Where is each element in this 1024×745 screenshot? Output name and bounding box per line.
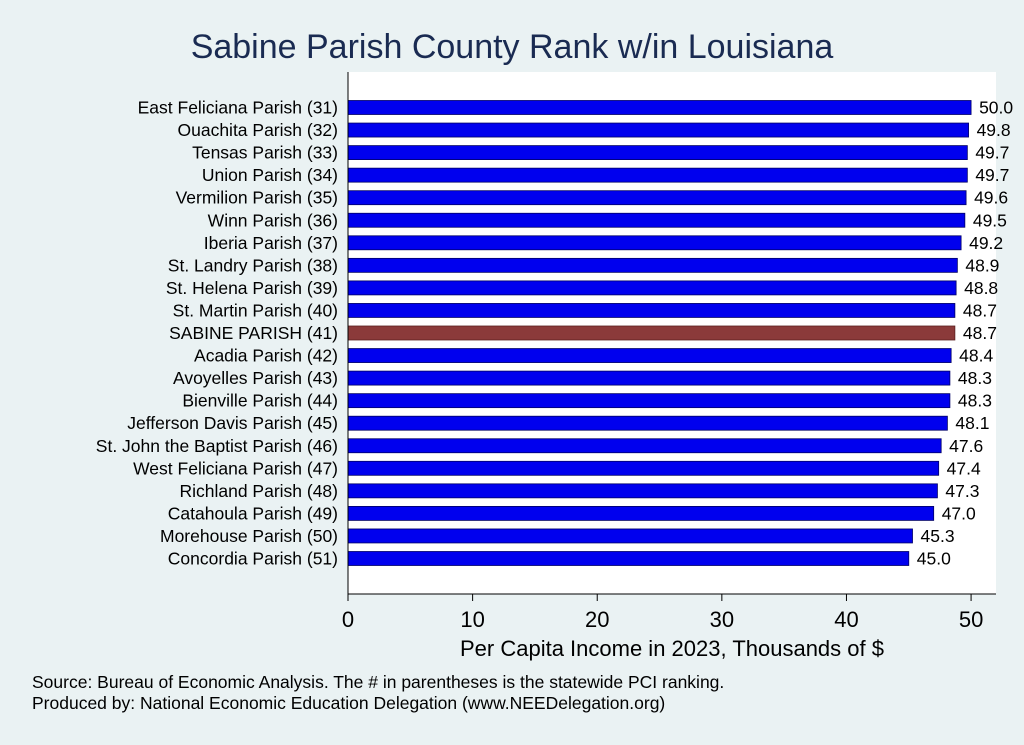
bar-19 bbox=[347, 528, 913, 544]
bar-9 bbox=[347, 303, 956, 318]
category-label-4: Vermilion Parish (35) bbox=[176, 188, 338, 208]
bar-3 bbox=[347, 167, 968, 183]
value-label-9: 48.7 bbox=[963, 300, 997, 320]
value-label-4: 49.6 bbox=[974, 188, 1008, 208]
bar-1 bbox=[347, 122, 969, 138]
bar-11 bbox=[347, 348, 952, 363]
bar-20 bbox=[347, 551, 910, 566]
chart-notes: Source: Bureau of Economic Analysis. The… bbox=[32, 672, 724, 714]
x-tick-label-3: 30 bbox=[710, 607, 734, 632]
category-label-5: Winn Parish (36) bbox=[208, 210, 338, 230]
category-label-12: Avoyelles Parish (43) bbox=[173, 368, 338, 388]
category-label-19: Morehouse Parish (50) bbox=[160, 526, 338, 546]
value-label-13: 48.3 bbox=[958, 391, 992, 411]
bar-8 bbox=[347, 280, 957, 296]
bar-12 bbox=[347, 370, 951, 386]
category-label-10: SABINE PARISH (41) bbox=[169, 323, 338, 343]
category-label-16: West Feliciana Parish (47) bbox=[133, 458, 338, 478]
value-label-15: 47.6 bbox=[949, 436, 983, 456]
bar-14 bbox=[347, 415, 948, 431]
category-label-18: Catahoula Parish (49) bbox=[168, 503, 338, 523]
value-label-8: 48.8 bbox=[964, 278, 998, 298]
x-tick-label-5: 50 bbox=[959, 607, 983, 632]
x-tick-label-1: 10 bbox=[460, 607, 484, 632]
value-label-2: 49.7 bbox=[975, 143, 1009, 163]
category-label-2: Tensas Parish (33) bbox=[192, 143, 338, 163]
category-label-14: Jefferson Davis Parish (45) bbox=[127, 413, 338, 433]
produced-by-note: Produced by: National Economic Education… bbox=[32, 693, 666, 713]
bar-4 bbox=[347, 190, 967, 206]
bar-7 bbox=[347, 257, 958, 273]
labels-layer: East Feliciana Parish (31) 50.0 Ouachita P… bbox=[96, 98, 1014, 569]
bar-2 bbox=[347, 145, 968, 161]
value-label-19: 45.3 bbox=[921, 526, 955, 546]
category-label-15: St. John the Baptist Parish (46) bbox=[96, 436, 338, 456]
value-label-17: 47.3 bbox=[945, 481, 979, 501]
bar-5 bbox=[347, 212, 966, 228]
category-label-8: St. Helena Parish (39) bbox=[166, 278, 338, 298]
category-label-17: Richland Parish (48) bbox=[179, 481, 338, 501]
category-label-7: St. Landry Parish (38) bbox=[168, 255, 338, 275]
value-label-3: 49.7 bbox=[975, 165, 1009, 185]
category-label-13: Bienville Parish (44) bbox=[182, 391, 338, 411]
x-tick-label-4: 40 bbox=[834, 607, 858, 632]
category-label-1: Ouachita Parish (32) bbox=[178, 120, 339, 140]
category-label-11: Acadia Parish (42) bbox=[194, 346, 338, 366]
x-tick-label-2: 20 bbox=[585, 607, 609, 632]
bar-13 bbox=[347, 393, 951, 409]
bars-layer bbox=[347, 100, 972, 566]
value-label-20: 45.0 bbox=[917, 549, 951, 569]
value-label-12: 48.3 bbox=[958, 368, 992, 388]
category-label-6: Iberia Parish (37) bbox=[204, 233, 338, 253]
value-label-5: 49.5 bbox=[973, 210, 1007, 230]
x-axis-title: Per Capita Income in 2023, Thousands of … bbox=[460, 636, 884, 661]
value-label-7: 48.9 bbox=[965, 255, 999, 275]
bar-0 bbox=[347, 100, 972, 115]
value-label-11: 48.4 bbox=[959, 346, 993, 366]
value-label-1: 49.8 bbox=[977, 120, 1011, 140]
value-label-10: 48.7 bbox=[963, 323, 997, 343]
category-label-0: East Feliciana Parish (31) bbox=[138, 98, 338, 118]
category-label-3: Union Parish (34) bbox=[202, 165, 338, 185]
bar-18 bbox=[347, 505, 935, 521]
value-label-6: 49.2 bbox=[969, 233, 1003, 253]
bar-15 bbox=[347, 438, 942, 454]
x-tick-label-0: 0 bbox=[342, 607, 354, 632]
value-label-16: 47.4 bbox=[947, 458, 981, 478]
bar-10 bbox=[347, 325, 956, 341]
source-note: Source: Bureau of Economic Analysis. The… bbox=[32, 672, 725, 692]
bar-16 bbox=[347, 460, 940, 476]
value-label-14: 48.1 bbox=[955, 413, 989, 433]
value-label-18: 47.0 bbox=[942, 503, 976, 523]
chart-title: Sabine Parish County Rank w/in Louisiana bbox=[190, 28, 834, 66]
category-label-9: St. Martin Parish (40) bbox=[173, 300, 338, 320]
bar-17 bbox=[347, 483, 938, 499]
bar-6 bbox=[347, 235, 962, 251]
value-label-0: 50.0 bbox=[979, 98, 1013, 118]
ticks-layer: 0 10 20 30 40 50 bbox=[342, 594, 983, 632]
category-label-20: Concordia Parish (51) bbox=[168, 549, 338, 569]
